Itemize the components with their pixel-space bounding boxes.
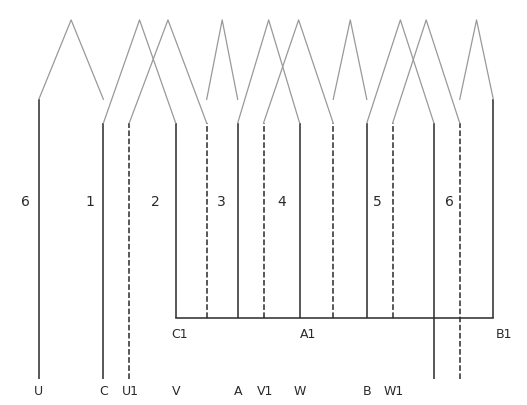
- Text: 6: 6: [445, 196, 454, 209]
- Text: 5: 5: [373, 196, 382, 209]
- Text: B: B: [363, 384, 371, 398]
- Text: C1: C1: [172, 328, 188, 341]
- Text: W1: W1: [384, 384, 404, 398]
- Text: 1: 1: [85, 196, 94, 209]
- Text: A: A: [233, 384, 242, 398]
- Text: B1: B1: [496, 328, 512, 341]
- Text: A1: A1: [300, 328, 316, 341]
- Text: 4: 4: [277, 196, 286, 209]
- Text: C: C: [99, 384, 108, 398]
- Text: 3: 3: [217, 196, 226, 209]
- Text: U1: U1: [122, 384, 139, 398]
- Text: V: V: [171, 384, 180, 398]
- Text: 6: 6: [22, 196, 31, 209]
- Text: 2: 2: [151, 196, 160, 209]
- Text: V1: V1: [257, 384, 273, 398]
- Text: W: W: [294, 384, 306, 398]
- Text: U: U: [34, 384, 43, 398]
